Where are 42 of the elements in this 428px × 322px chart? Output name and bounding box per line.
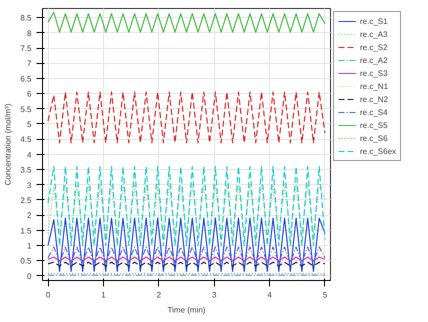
y-tick-label: 1 (27, 242, 32, 251)
y-tick-label: 0 (27, 272, 32, 281)
legend-label: re.c_A3 (360, 29, 388, 39)
y-tick-label: 6.5 (20, 74, 32, 84)
y-tick-label: 3.5 (20, 166, 32, 175)
y-tick-label: 1.5 (20, 226, 32, 236)
y-tick-label: 7 (27, 59, 32, 68)
legend-label: re.c_S6 (360, 133, 388, 143)
legend-label: re.c_S6ex (360, 146, 396, 156)
x-tick-label: 3 (212, 290, 217, 300)
x-tick-label: 2 (156, 290, 162, 300)
legend-label: re.c_S1 (360, 16, 388, 26)
line-series (47, 92, 326, 144)
line-series (47, 218, 326, 272)
line-series (47, 166, 326, 246)
y-tick-label: 5.5 (20, 104, 32, 114)
y-tick-label: 4.5 (20, 135, 32, 144)
x-tick-label: 1 (101, 290, 106, 300)
x-tick-label: 0 (46, 290, 51, 300)
y-tick-label: 4 (27, 150, 32, 160)
line-series (47, 184, 326, 234)
y-tick-label: 8.5 (20, 14, 32, 23)
legend-label: re.c_N2 (360, 94, 388, 104)
y-tick-label: 3 (27, 180, 32, 190)
legend-label: re.c_S2 (360, 42, 388, 52)
y-tick-label: 8 (27, 28, 32, 38)
legend-label: re.c_S5 (360, 120, 388, 130)
y-axis-title: Concentration (mol/m³) (3, 103, 12, 186)
line-series (47, 12, 326, 33)
y-tick-label: 7.5 (20, 44, 32, 54)
y-tick-label: 6 (27, 90, 32, 99)
x-tick-label: 4 (267, 290, 272, 300)
x-axis-title: Time (min) (168, 306, 206, 314)
legend-label: re.c_N1 (360, 81, 388, 91)
y-tick-label: 5 (27, 120, 32, 129)
legend-label: re.c_S3 (360, 68, 388, 78)
y-tick-label: 2.5 (20, 196, 32, 205)
x-tick-label: 5 (322, 290, 328, 300)
y-tick-label: 0.5 (20, 256, 32, 266)
legend-label: re.c_A2 (360, 55, 388, 65)
legend-label: re.c_S4 (360, 107, 388, 117)
y-tick-label: 2 (27, 211, 32, 220)
